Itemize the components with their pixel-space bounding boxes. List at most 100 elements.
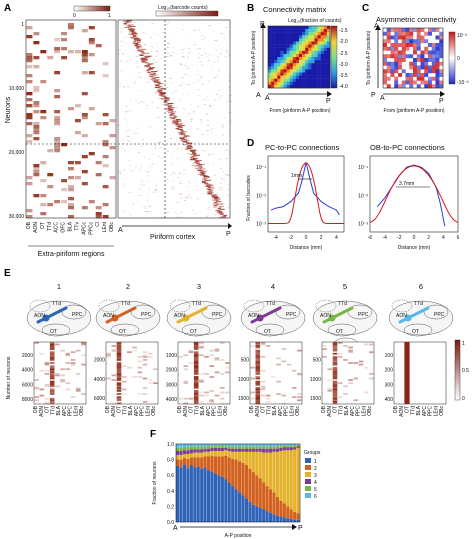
a-right-cell: [202, 181, 206, 183]
a-right-cell: [175, 119, 181, 120]
b-matrix-cell: [314, 75, 318, 79]
a-right-noise: [172, 180, 175, 182]
a-right-noise: [182, 52, 184, 54]
a-right-cell: [136, 42, 141, 43]
b-matrix-cell: [323, 69, 328, 73]
c-matrix-cell: [394, 80, 399, 85]
a-left-cell: [26, 26, 33, 30]
e-heatmap-cell: [34, 396, 39, 398]
a-left-cell: [26, 113, 33, 117]
b-matrix-cell: [323, 72, 328, 76]
e-heatmap-cell: [178, 355, 183, 358]
e-heatmap-cell: [193, 380, 199, 383]
a-right-noise: [170, 144, 173, 146]
a-right-cell: [172, 122, 179, 124]
a-right-noise: [173, 144, 177, 146]
e-heatmap-cell: [49, 355, 55, 358]
a-right-cell: [152, 80, 159, 82]
a-right-noise: [200, 167, 202, 169]
c-matrix-cell: [398, 65, 402, 70]
b-matrix-cell: [302, 32, 306, 36]
e-projection-path: [105, 306, 137, 324]
e-brain-region: [130, 304, 156, 320]
b-matrix-cell: [277, 84, 281, 89]
c-matrix-cell: [416, 46, 421, 51]
d-right-plot: [369, 164, 459, 227]
a-right-cell: [159, 93, 165, 95]
c-corner-a: A: [380, 95, 385, 102]
b-matrix-cell: [302, 38, 306, 42]
a-right-cell: [201, 177, 205, 179]
b-cbar-tick: -3.5: [339, 73, 348, 79]
b-matrix-cell: [271, 32, 275, 36]
a-right-cell: [141, 48, 147, 50]
e-heatmap-cell: [116, 348, 122, 350]
e-heatmap-cell: [116, 383, 122, 386]
c-matrix-cell: [416, 76, 421, 81]
b-matrix-cell: [302, 50, 306, 55]
a-right-noise: [170, 174, 173, 176]
f-bar-segment: [279, 516, 283, 522]
a-left-cell: [54, 38, 61, 42]
e-heatmap-cell: [297, 373, 302, 375]
b-matrix-cell: [277, 72, 281, 76]
a-right-noise: [119, 124, 121, 126]
b-matrix-cell: [274, 41, 278, 45]
a-right-noise: [123, 139, 125, 141]
e-heatmap-xtick: OT: [189, 406, 195, 413]
b-matrix-cell: [286, 53, 290, 58]
e-heatmap-xtick: APC: [62, 406, 68, 417]
e-brain-label: OT: [119, 329, 126, 335]
e-heatmap-ytick: 300: [385, 382, 394, 388]
e-heatmap-cell: [332, 382, 338, 385]
f-bar-segment: [262, 452, 266, 483]
f-bar-segment: [286, 450, 290, 507]
b-matrix-cell: [299, 57, 303, 61]
c-matrix-cell: [401, 46, 406, 51]
e-heatmap-cell: [49, 400, 55, 403]
a-right-cell: [125, 21, 133, 23]
a-right-cell: [220, 216, 227, 218]
b-matrix-cell: [280, 29, 284, 33]
b-matrix-cell: [289, 32, 293, 36]
e-heatmap-cell: [49, 382, 55, 385]
b-matrix-cell: [289, 78, 293, 82]
a-right-noise: [178, 180, 181, 182]
e-heatmap-cell: [116, 379, 122, 381]
b-matrix-cell: [274, 84, 278, 89]
a-right-cell: [172, 121, 179, 123]
a-right-noise: [144, 211, 147, 212]
a-right-cell: [167, 107, 174, 109]
f-bar-segment: [282, 503, 286, 518]
f-bar-segment: [244, 446, 249, 449]
b-matrix-cell: [299, 41, 303, 45]
a-right-noise: [129, 165, 132, 167]
e-heatmap-xtick: BLA: [416, 405, 422, 415]
b-matrix-cell: [314, 47, 318, 51]
a-right-noise: [174, 212, 176, 213]
e-heatmap-xtick: TTd: [50, 406, 56, 415]
b-matrix-cell: [292, 81, 297, 86]
e-heatmap-cell: [337, 382, 343, 385]
a-left-cell: [68, 215, 74, 219]
a-right-noise: [174, 124, 177, 126]
e-heatmap-cell: [225, 402, 230, 405]
f-bar-segment: [196, 449, 200, 453]
a-right-cell: [136, 48, 140, 50]
c-matrix-cell: [420, 73, 425, 77]
c-matrix-cell: [390, 46, 395, 51]
e-heatmap-cell: [348, 346, 353, 349]
a-right-noise: [146, 195, 149, 197]
a-right-cell: [190, 158, 196, 160]
c-matrix-cell: [390, 73, 395, 77]
a-right-noise: [136, 47, 139, 48]
a-right-noise: [192, 82, 196, 84]
c-matrix-cell: [424, 84, 429, 89]
b-matrix-cell: [295, 35, 300, 39]
e-heatmap-cell: [116, 362, 122, 364]
a-left-cell: [95, 212, 102, 216]
a-left-cell: [81, 29, 88, 33]
e-heatmap-cell: [193, 345, 199, 347]
a-region-label: OB: [26, 221, 32, 229]
b-matrix-cell: [311, 84, 315, 89]
